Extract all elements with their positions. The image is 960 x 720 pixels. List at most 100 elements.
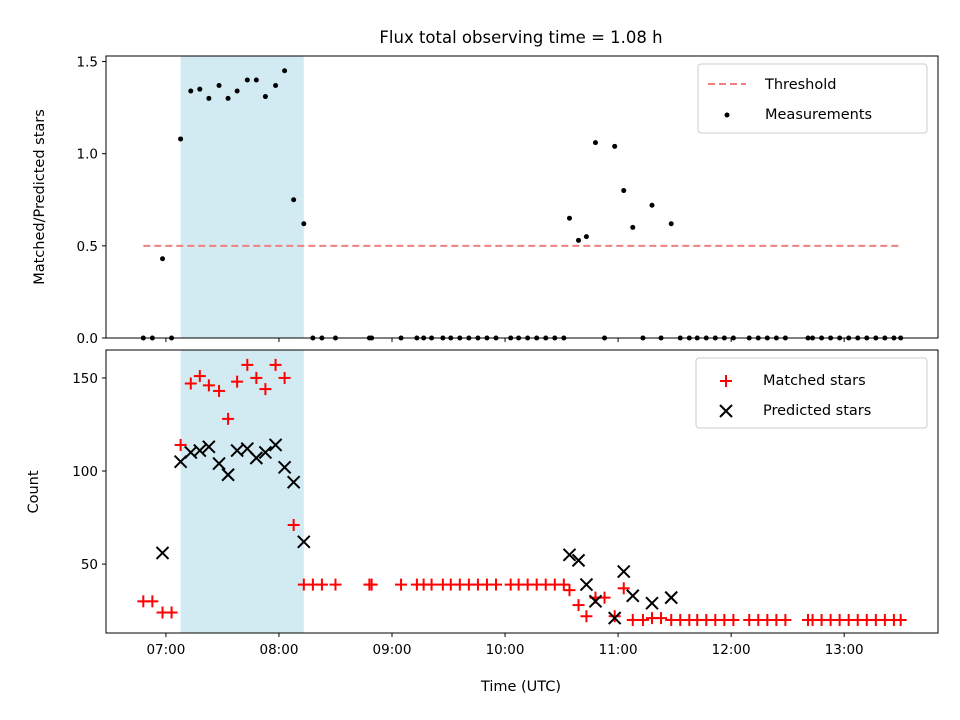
x-tick-label: 08:00 xyxy=(260,642,299,658)
predicted-star-point xyxy=(221,468,235,482)
y-tick-label: 0.0 xyxy=(77,331,98,347)
x-tick-label: 09:00 xyxy=(373,642,412,658)
matched-star-point xyxy=(490,578,502,591)
matched-star-point xyxy=(626,613,639,626)
matched-star-point xyxy=(779,613,792,626)
y-tick-label: 100 xyxy=(72,464,98,480)
bottom-ytick-labels: 50 100 150 xyxy=(72,371,106,573)
legend-threshold-label: Threshold xyxy=(764,77,836,93)
x-tick-label: 13:00 xyxy=(825,642,864,658)
figure-title: Flux total observing time = 1.08 h xyxy=(379,28,662,47)
predicted-star-point xyxy=(193,443,207,458)
predicted-star-point xyxy=(268,438,283,452)
measurement-point xyxy=(566,215,572,221)
measurement-point xyxy=(291,197,297,203)
matched-star-point xyxy=(269,358,282,371)
bottom-highlight-band xyxy=(180,350,304,633)
predicted-star-point xyxy=(258,445,273,460)
measurement-point xyxy=(583,234,589,240)
matched-star-point xyxy=(655,612,668,625)
predicted-star-point xyxy=(297,535,311,549)
matched-star-point xyxy=(727,613,740,626)
measurement-point xyxy=(197,86,203,92)
y-tick-label: 0.5 xyxy=(77,239,98,255)
measurement-point xyxy=(282,68,288,74)
matched-star-point xyxy=(287,519,300,532)
matched-star-point xyxy=(241,358,254,371)
matched-star-point xyxy=(557,578,570,591)
predicted-star-point xyxy=(562,548,577,562)
predicted-star-point xyxy=(230,443,244,458)
measurement-point xyxy=(244,77,250,83)
legend-predicted-label: Predicted stars xyxy=(763,403,871,419)
bottom-axes-frame xyxy=(105,349,939,634)
bottom-panel: 50 100 150 07:00 08:00 09:00 10:00 11:00 12:00 1… xyxy=(26,349,939,695)
predicted-star-point xyxy=(155,546,170,560)
matched-star-point xyxy=(202,379,215,392)
measurement-point xyxy=(262,94,268,100)
matched-star-point xyxy=(174,438,187,451)
matched-star-point xyxy=(894,613,907,626)
y-tick-label: 1.0 xyxy=(77,147,98,163)
legend-measurements-label: Measurements xyxy=(765,107,872,123)
predicted-star-point xyxy=(202,440,216,454)
matched-star-point xyxy=(146,595,159,608)
predicted-stars-series xyxy=(155,438,678,625)
legend-matched-swatch xyxy=(720,375,732,387)
predicted-star-point xyxy=(571,553,586,568)
matched-star-point xyxy=(395,578,408,591)
matched-star-point xyxy=(250,371,263,384)
matched-star-point xyxy=(365,578,378,591)
top-highlight-band xyxy=(180,56,304,338)
measurement-point xyxy=(621,188,627,194)
legend-predicted-swatch xyxy=(719,404,733,418)
matched-star-point xyxy=(193,370,206,383)
measurement-point xyxy=(234,88,240,94)
measurement-point xyxy=(612,143,618,149)
top-legend-box xyxy=(697,63,928,134)
top-axes-frame xyxy=(105,55,939,339)
measurement-point xyxy=(592,140,598,146)
matched-star-point xyxy=(315,578,328,591)
predicted-star-point xyxy=(249,451,264,465)
predicted-star-point xyxy=(579,577,594,592)
predicted-star-point xyxy=(286,475,301,489)
top-panel: 0.0 0.5 1.0 1.5 Matched/Predicted stars Thr… xyxy=(32,55,939,347)
measurement-point xyxy=(206,95,212,101)
measurement-point xyxy=(576,237,582,243)
legend-measurements-swatch xyxy=(724,112,730,118)
bottom-ylabel: Count xyxy=(26,470,42,513)
measurement-point xyxy=(225,95,231,101)
matched-star-point xyxy=(636,613,649,626)
predicted-star-point xyxy=(645,596,659,610)
y-tick-label: 150 xyxy=(72,371,98,387)
matched-star-point xyxy=(580,610,593,623)
predicted-star-point xyxy=(212,456,226,471)
matched-star-point xyxy=(259,383,272,396)
matched-star-point xyxy=(222,412,235,425)
predicted-star-point xyxy=(664,590,678,605)
measurement-point xyxy=(253,77,259,83)
top-ytick-labels: 0.0 0.5 1.0 1.5 xyxy=(77,55,106,347)
predicted-star-point xyxy=(626,589,640,603)
measurement-point xyxy=(649,202,655,208)
matched-star-point xyxy=(278,371,291,384)
x-tick-label: 07:00 xyxy=(146,642,185,658)
measurement-point xyxy=(273,82,279,88)
x-axis-label: Time (UTC) xyxy=(480,679,561,695)
predicted-star-point xyxy=(607,611,622,625)
measurement-point xyxy=(160,256,166,262)
matched-star-point xyxy=(608,610,621,623)
matched-star-point xyxy=(425,578,438,591)
matched-star-point xyxy=(165,606,178,619)
bottom-xticks: 07:00 08:00 09:00 10:00 11:00 12:00 13:00 xyxy=(146,633,864,658)
bottom-legend-box xyxy=(695,357,928,429)
predicted-star-point xyxy=(277,460,292,475)
matched-stars-series xyxy=(137,358,907,626)
measurement-point xyxy=(668,221,674,227)
x-tick-label: 12:00 xyxy=(712,642,751,658)
matched-star-point xyxy=(329,578,342,591)
matched-star-point xyxy=(231,375,244,388)
measurement-point xyxy=(216,82,222,88)
